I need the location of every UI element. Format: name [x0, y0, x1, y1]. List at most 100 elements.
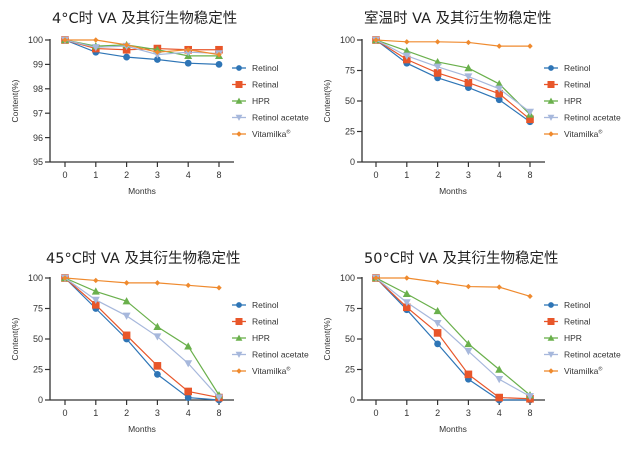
- legend-marker: [235, 351, 243, 358]
- legend-marker: [235, 334, 243, 341]
- chart-svg: 4°C时 VA 及其衍生物稳定性 95 96 97 98 99 100 0 1 2 3 4 8 Month…: [10, 10, 309, 196]
- data-point: [122, 312, 131, 320]
- data-point: [402, 52, 411, 60]
- series-line: [375, 277, 531, 397]
- legend-item-retinol: Retinol: [544, 300, 591, 310]
- series-vitamilka: [62, 37, 222, 58]
- x-tick-label: 2: [124, 408, 129, 418]
- x-tick-label: 0: [62, 408, 67, 418]
- y-tick-label: 96: [33, 133, 43, 143]
- y-axis-label: Content(%): [10, 79, 20, 122]
- x-tick-label: 8: [216, 170, 221, 180]
- series-line: [64, 39, 220, 65]
- legend-label: Retinal: [252, 80, 279, 90]
- legend-item-retinal: Retinal: [544, 317, 591, 327]
- data-point: [526, 393, 534, 401]
- x-tick-label: 4: [186, 408, 191, 418]
- x-tick-label: 0: [373, 408, 378, 418]
- x-tick-label: 3: [466, 408, 471, 418]
- chart-panel-room-temp: 室温时 VA 及其衍生物稳定性 0 25 50 75 100 0 1 2 3 4 8 Months Con…: [318, 0, 635, 220]
- chart-title: 室温时 VA 及其衍生物稳定性: [364, 10, 552, 27]
- y-tick-label: 100: [340, 35, 355, 45]
- data-point: [184, 387, 192, 396]
- legend-item-retinol-acetate: Retinol acetate: [232, 113, 309, 123]
- series-line: [375, 277, 531, 396]
- chart-panel-50c: 50°C时 VA 及其衍生物稳定性 0 25 50 75 100 0 1 2 3 4 8 Months C…: [318, 238, 635, 443]
- series-line: [64, 277, 220, 398]
- x-tick-label: 8: [216, 408, 221, 418]
- data-point: [495, 96, 503, 104]
- series-hpr: [372, 274, 534, 399]
- legend-label: Retinol: [564, 63, 591, 73]
- legend-item-retinol: Retinol: [544, 63, 591, 73]
- x-tick-label: 3: [155, 408, 160, 418]
- legend-label: Vitamilka®: [564, 366, 602, 377]
- x-axis-label: Months: [439, 424, 467, 434]
- data-point: [434, 340, 441, 348]
- y-tick-label: 100: [28, 273, 43, 283]
- legend: Retinol Retinal HPR Retinol acetate Vitamilk…: [544, 300, 621, 376]
- series-retinal: [372, 36, 534, 124]
- legend-item-hpr: HPR: [232, 96, 270, 106]
- data-point: [433, 329, 442, 337]
- legend-item-hpr: HPR: [544, 96, 582, 106]
- data-point: [434, 39, 441, 45]
- y-tick-label: 50: [345, 334, 355, 344]
- series-line: [64, 277, 220, 401]
- legend-marker: [235, 81, 243, 88]
- data-point: [123, 42, 130, 48]
- legend-marker: [236, 302, 242, 308]
- y-tick-label: 75: [345, 66, 355, 76]
- chart-svg: 50°C时 VA 及其衍生物稳定性 0 25 50 75 100 0 1 2 3 4 8 Months C…: [322, 250, 621, 434]
- data-point: [465, 39, 472, 46]
- data-point: [464, 64, 473, 72]
- chart-title: 45°C时 VA 及其衍生物稳定性: [46, 250, 240, 267]
- legend-label: Retinol: [252, 300, 279, 310]
- legend-marker: [235, 318, 243, 325]
- data-point: [122, 297, 131, 305]
- data-point: [153, 333, 162, 341]
- data-point: [496, 284, 502, 290]
- y-tick-label: 0: [38, 395, 43, 405]
- data-point: [464, 339, 473, 348]
- data-point: [402, 299, 411, 307]
- legend-item-retinol-acetate: Retinol acetate: [544, 113, 621, 123]
- data-point: [154, 370, 161, 378]
- data-point: [495, 85, 504, 93]
- x-axis-label: Months: [128, 186, 156, 196]
- x-tick-label: 1: [404, 170, 409, 180]
- legend-marker: [547, 351, 555, 358]
- y-tick-label: 25: [345, 365, 355, 375]
- x-tick-label: 2: [435, 408, 440, 418]
- data-point: [464, 73, 473, 81]
- series-retinol: [61, 274, 223, 404]
- legend-item-vitamilka: Vitamilka®: [544, 129, 602, 139]
- legend-item-vitamilka: Vitamilka®: [544, 366, 602, 377]
- data-point: [215, 61, 223, 68]
- legend-label: Retinol acetate: [564, 350, 621, 360]
- legend-item-retinal: Retinal: [232, 80, 279, 90]
- legend-marker: [235, 97, 243, 104]
- x-axis-label: Months: [439, 186, 467, 196]
- y-tick-label: 0: [350, 395, 355, 405]
- data-point: [433, 57, 442, 66]
- data-point: [373, 275, 379, 281]
- legend-item-retinal: Retinal: [544, 80, 591, 90]
- data-point: [464, 348, 473, 356]
- data-point: [215, 45, 223, 54]
- data-point: [92, 301, 100, 309]
- legend-label: Retinol acetate: [252, 113, 309, 123]
- series-line: [375, 39, 531, 115]
- y-tick-label: 25: [33, 365, 43, 375]
- x-axis-label: Months: [128, 424, 156, 434]
- series-line: [375, 39, 530, 47]
- x-tick-label: 2: [435, 170, 440, 180]
- data-point: [373, 37, 379, 43]
- legend-marker: [547, 97, 555, 104]
- series-line: [64, 39, 220, 56]
- x-tick-label: 4: [497, 408, 502, 418]
- data-point: [123, 53, 130, 61]
- legend-marker: [547, 81, 555, 88]
- data-point: [184, 360, 193, 368]
- data-point: [93, 37, 99, 43]
